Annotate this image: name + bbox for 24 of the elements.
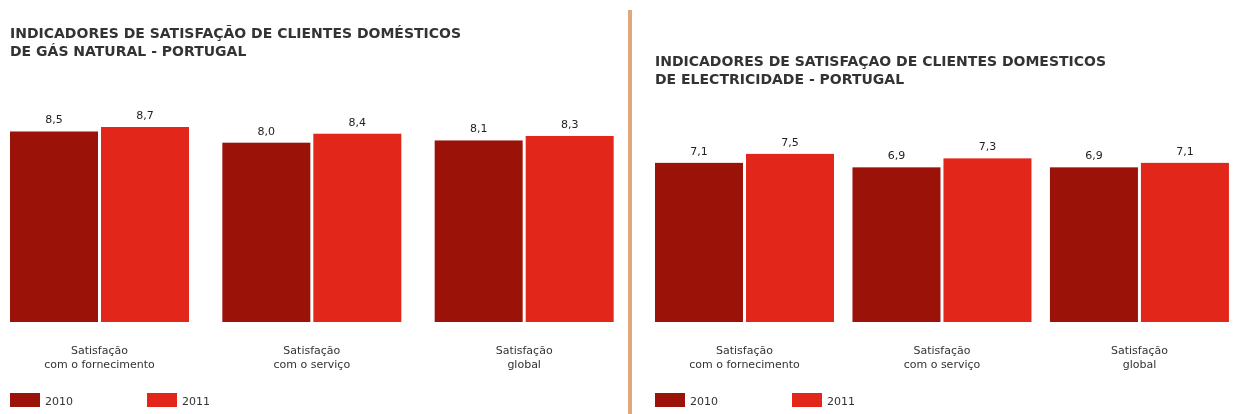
data-label: 8,0 (257, 124, 276, 138)
legend-label: 2010 (690, 395, 718, 408)
data-label: 7,1 (1176, 144, 1194, 158)
chart-title: INDICADORES DE SATISFAÇAO DE CLIENTES DOMESTICOS DE ELECTRICIDADE - PORTUGAL (655, 53, 1107, 87)
chart-title: INDICADORES DE SATISFAÇÃO DE CLIENTES DOMÉSTICOS DE GÁS NATURAL - PORTUGAL (10, 25, 462, 59)
legend-label: 2011 (827, 395, 855, 408)
data-label: 8,7 (136, 109, 154, 122)
data-label: 7,5 (781, 135, 799, 149)
data-label: 8,3 (560, 117, 579, 131)
data-label: 6,9 (887, 149, 906, 163)
x-tick-label: Satisfação com o fornecimento (689, 344, 801, 371)
data-label: 6,9 (1085, 149, 1103, 163)
data-label: 7,1 (690, 144, 708, 158)
data-label: 8,4 (348, 115, 367, 129)
legend-label: 2011 (182, 395, 210, 408)
data-label: 8,5 (45, 113, 63, 127)
x-tick-label: Satisfação global (495, 344, 553, 371)
x-tick-label: Satisfação com o serviço (273, 344, 351, 371)
x-tick-label: Satisfação com o fornecimento (44, 344, 156, 371)
legend-label: 2010 (45, 395, 73, 408)
data-label: 7,3 (978, 140, 997, 154)
x-tick-label: Satisfação global (1110, 344, 1169, 371)
data-label: 8,1 (469, 122, 488, 136)
x-tick-label: Satisfação com o serviço (903, 344, 981, 371)
